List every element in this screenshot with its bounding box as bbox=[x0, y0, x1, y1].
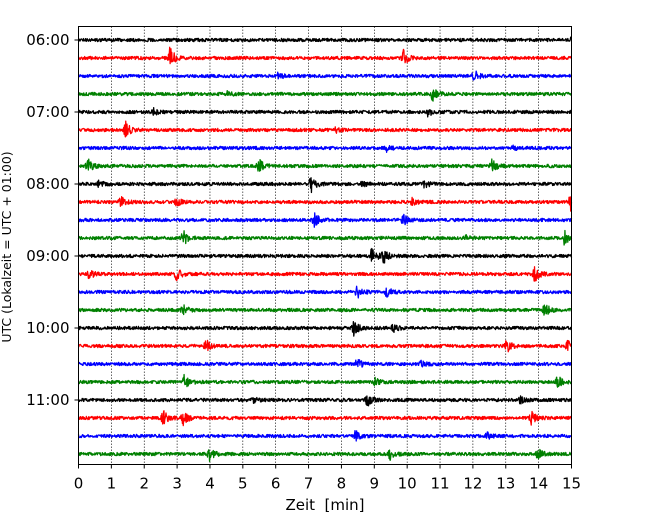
trace-line bbox=[77, 229, 573, 246]
trace-line bbox=[78, 70, 573, 81]
x-tick-label: 9 bbox=[370, 475, 380, 493]
y-tick-label: 08:00 bbox=[26, 175, 69, 193]
trace-line bbox=[77, 89, 573, 102]
x-tick-label: 4 bbox=[205, 475, 215, 493]
trace-line bbox=[77, 247, 573, 264]
x-tick-label: 7 bbox=[304, 475, 314, 493]
trace-line bbox=[77, 339, 573, 353]
x-tick-label: 1 bbox=[107, 475, 117, 493]
x-tick-label: 14 bbox=[529, 475, 548, 493]
trace-line bbox=[77, 266, 573, 282]
trace-line bbox=[77, 196, 573, 212]
x-tick-label: 0 bbox=[74, 475, 84, 493]
plot-frame bbox=[78, 26, 572, 465]
y-tick-label: 06:00 bbox=[26, 31, 69, 49]
trace-line bbox=[77, 429, 573, 442]
x-axis-ticks: 0 1 2 3 4 5 6 7 8 9 10 11 12 13 14 15 bbox=[74, 464, 581, 493]
trace-line bbox=[78, 144, 573, 153]
x-tick-label: 12 bbox=[463, 475, 482, 493]
y-axis-label: UTC (Lokalzeit = UTC + 01:00) bbox=[0, 151, 14, 342]
x-tick-label: 11 bbox=[430, 475, 449, 493]
trace-line bbox=[78, 448, 573, 463]
y-tick-label: 10:00 bbox=[26, 319, 69, 337]
vertical-grid bbox=[111, 26, 539, 465]
x-tick-label: 10 bbox=[398, 475, 417, 493]
trace-line bbox=[77, 158, 573, 172]
y-tick-label: 11:00 bbox=[26, 391, 69, 409]
trace-line bbox=[77, 120, 573, 138]
x-tick-label: 3 bbox=[172, 475, 182, 493]
trace-line bbox=[78, 373, 573, 388]
trace-line bbox=[77, 36, 572, 43]
trace-line bbox=[77, 46, 573, 65]
trace-line bbox=[78, 304, 573, 316]
trace-line bbox=[77, 321, 572, 337]
y-axis-ticks: 06:00 07:00 08:00 09:00 10:00 11:00 bbox=[26, 31, 79, 409]
seismic-traces bbox=[77, 36, 573, 463]
x-tick-label: 5 bbox=[238, 475, 248, 493]
x-tick-label: 2 bbox=[139, 475, 149, 493]
x-axis-label: Zeit [min] bbox=[285, 496, 364, 514]
trace-line bbox=[77, 359, 573, 368]
trace-line bbox=[77, 410, 572, 427]
trace-line bbox=[77, 395, 573, 407]
x-tick-label: 15 bbox=[562, 475, 581, 493]
x-tick-label: 6 bbox=[271, 475, 281, 493]
y-tick-label: 07:00 bbox=[26, 103, 69, 121]
trace-line bbox=[77, 106, 572, 118]
trace-line bbox=[78, 212, 573, 228]
x-tick-label: 8 bbox=[337, 475, 347, 493]
trace-line bbox=[77, 285, 573, 299]
y-tick-label: 09:00 bbox=[26, 247, 69, 265]
trace-line bbox=[77, 177, 572, 194]
x-tick-label: 13 bbox=[496, 475, 515, 493]
